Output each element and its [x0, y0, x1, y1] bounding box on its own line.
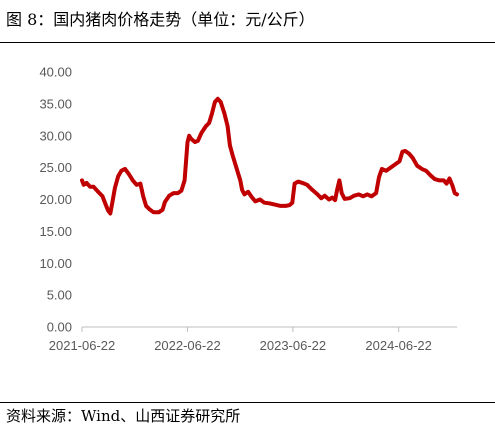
- figure-title: 图 8：国内猪肉价格走势（单位：元/公斤）: [6, 10, 315, 29]
- x-axis-ticks: 2021-06-22 2022-06-22 2023-06-22 2024-06-22: [49, 327, 432, 353]
- y-tick-label: 30.00: [39, 128, 72, 143]
- series-line: [80, 96, 459, 216]
- source-note: 资料来源：Wind、山西证券研究所: [6, 407, 241, 425]
- y-tick-label: 15.00: [39, 224, 72, 239]
- series-layer: [80, 96, 459, 216]
- x-tick-label: 2023-06-22: [260, 338, 327, 353]
- y-tick-label: 10.00: [39, 256, 72, 271]
- x-tick-label: 2021-06-22: [49, 338, 116, 353]
- y-tick-label: 0.00: [47, 320, 72, 335]
- y-tick-label: 5.00: [47, 288, 72, 303]
- y-tick-label: 25.00: [39, 160, 72, 175]
- bottom-rule: [0, 402, 495, 403]
- x-tick-label: 2022-06-22: [154, 338, 221, 353]
- top-rule: [0, 42, 495, 43]
- y-tick-label: 35.00: [39, 96, 72, 111]
- price-line-chart: 0.00 5.00 10.00 15.00 20.00 25.00 30.00 35.00 40…: [39, 65, 459, 353]
- y-tick-label: 20.00: [39, 192, 72, 207]
- x-tick-label: 2024-06-22: [365, 338, 432, 353]
- y-axis-ticks: 0.00 5.00 10.00 15.00 20.00 25.00 30.00 35.00 40…: [39, 65, 72, 335]
- y-tick-label: 40.00: [39, 65, 72, 80]
